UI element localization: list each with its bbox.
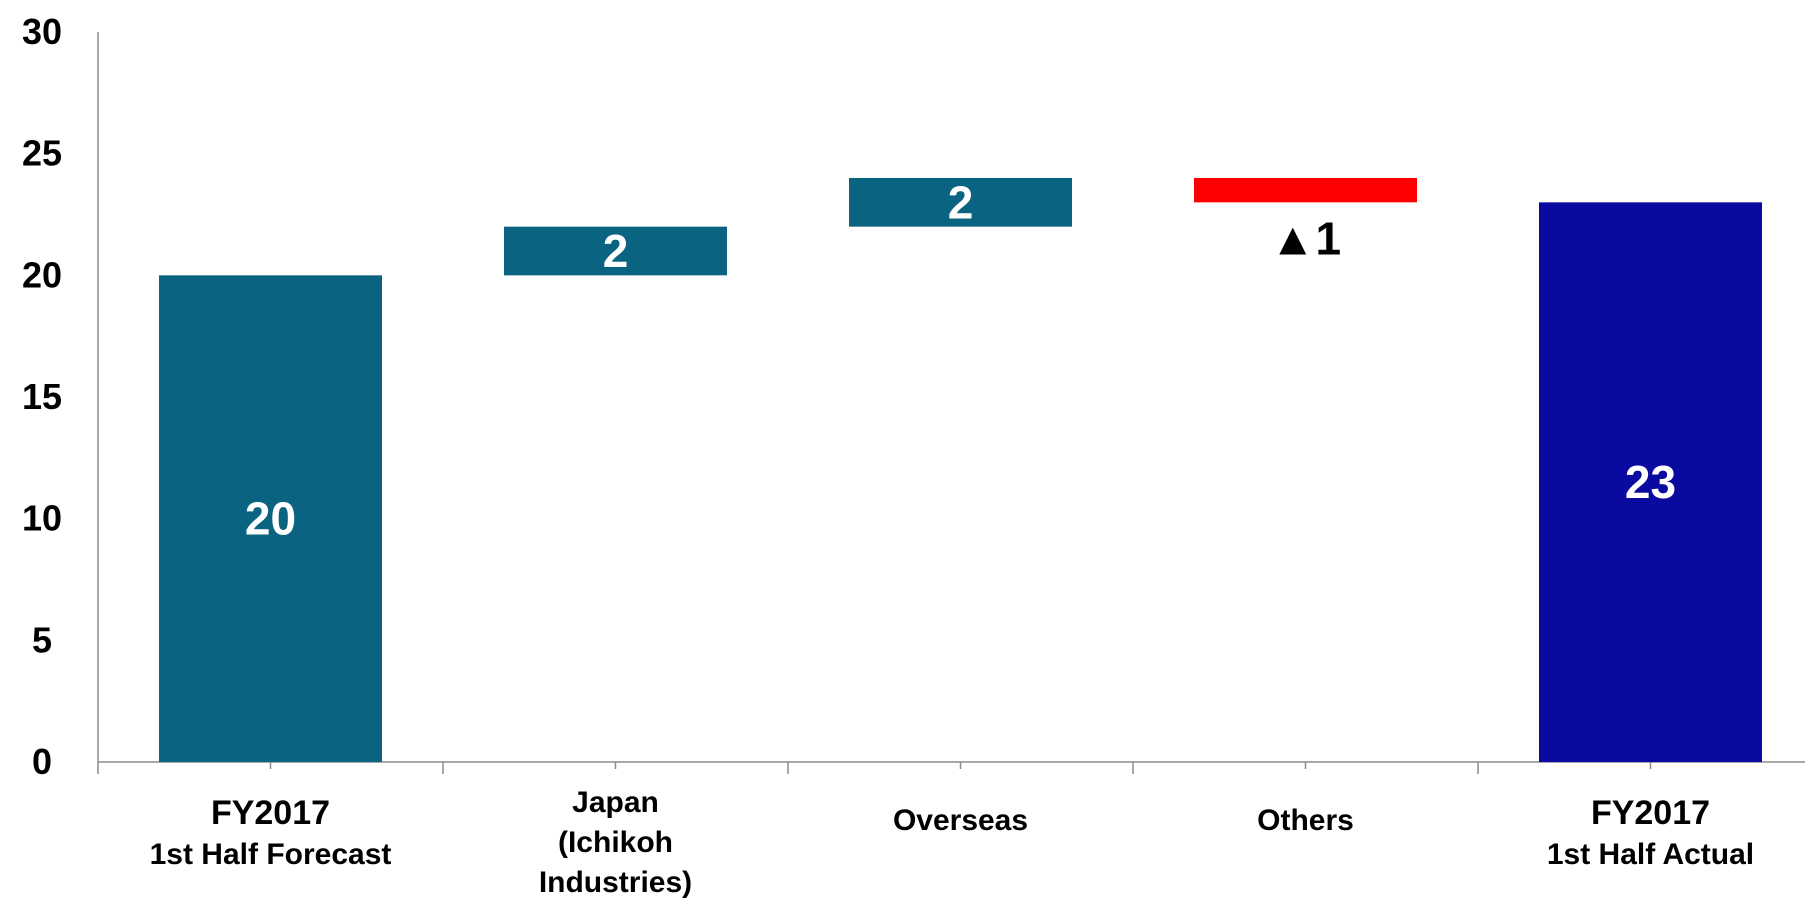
bar-increase xyxy=(849,178,1072,227)
bar-decrease xyxy=(1194,178,1417,203)
x-category-label: Others xyxy=(1257,804,1354,837)
data-labels: 20 2 2 ▲1 23 xyxy=(245,176,1676,544)
y-tick-label: 30 xyxy=(22,11,62,52)
y-tick-label: 10 xyxy=(22,498,62,539)
bar-data-label: 2 xyxy=(948,176,974,228)
bar-data-label: ▲1 xyxy=(1270,212,1341,264)
y-tick-label: 0 xyxy=(32,741,52,782)
x-category-label: FY2017 1st Half Forecast xyxy=(150,794,392,871)
bar-increase xyxy=(504,226,727,276)
y-tick-label: 20 xyxy=(22,254,62,295)
x-axis xyxy=(98,761,1805,774)
y-axis: 0 5 10 15 20 25 30 xyxy=(22,11,99,782)
x-category-label: Overseas xyxy=(893,804,1028,837)
bar-data-label: 23 xyxy=(1625,456,1676,508)
bar-data-label: 2 xyxy=(603,225,629,277)
y-tick-label: 25 xyxy=(22,133,62,174)
y-tick-label: 5 xyxy=(32,619,52,660)
bars xyxy=(159,178,1762,763)
bar-data-label: 20 xyxy=(245,493,296,545)
category-labels: FY2017 1st Half Forecast Japan (Ichikoh Indu… xyxy=(150,786,1755,899)
x-category-label: FY2017 1st Half Actual xyxy=(1547,794,1754,871)
x-category-label: Japan (Ichikoh Industries) xyxy=(539,786,692,899)
bar-total xyxy=(159,275,382,762)
y-tick-label: 15 xyxy=(22,376,62,417)
bar-total xyxy=(1539,202,1762,763)
